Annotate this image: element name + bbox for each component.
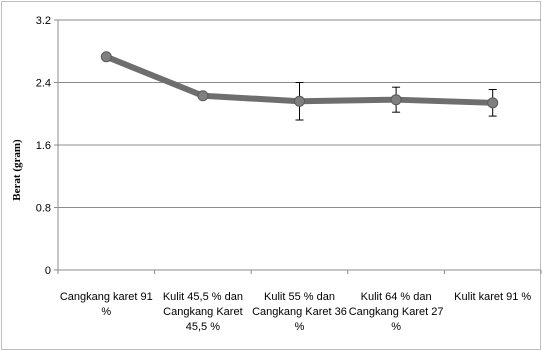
y-tick-label: 1.6 bbox=[36, 140, 51, 152]
y-tick-labels: 0 0.8 1.6 2.4 3.2 bbox=[36, 15, 51, 277]
x-tick-label: Kulit 45,5 % dan Cangkang Karet 45,5 % bbox=[163, 291, 243, 333]
y-tick-label: 2.4 bbox=[36, 78, 51, 90]
x-tick-label: Kulit karet 91 % bbox=[454, 291, 531, 303]
x-tick-label: Cangkang karet 91% bbox=[60, 291, 153, 318]
y-tick-label: 0 bbox=[45, 265, 51, 277]
data-point bbox=[100, 51, 112, 63]
axes bbox=[54, 19, 542, 274]
x-tick-label: Kulit 55 % dan Cangkang Karet 36% bbox=[252, 291, 347, 333]
y-axis-label: Berat (gram) bbox=[11, 139, 23, 201]
x-tick-labels: Cangkang karet 91 % Kulit 45,5 % dan Cangka… bbox=[60, 291, 532, 333]
data-point bbox=[197, 90, 209, 102]
y-tick-label: 3.2 bbox=[36, 15, 51, 27]
x-tick-label: Kulit 64 % dan Cangkang Karet 27% bbox=[349, 291, 444, 333]
data-point bbox=[294, 95, 305, 107]
data-point bbox=[487, 97, 499, 109]
data-points bbox=[100, 51, 499, 109]
data-point bbox=[390, 94, 402, 106]
y-tick-label: 0.8 bbox=[36, 203, 51, 215]
